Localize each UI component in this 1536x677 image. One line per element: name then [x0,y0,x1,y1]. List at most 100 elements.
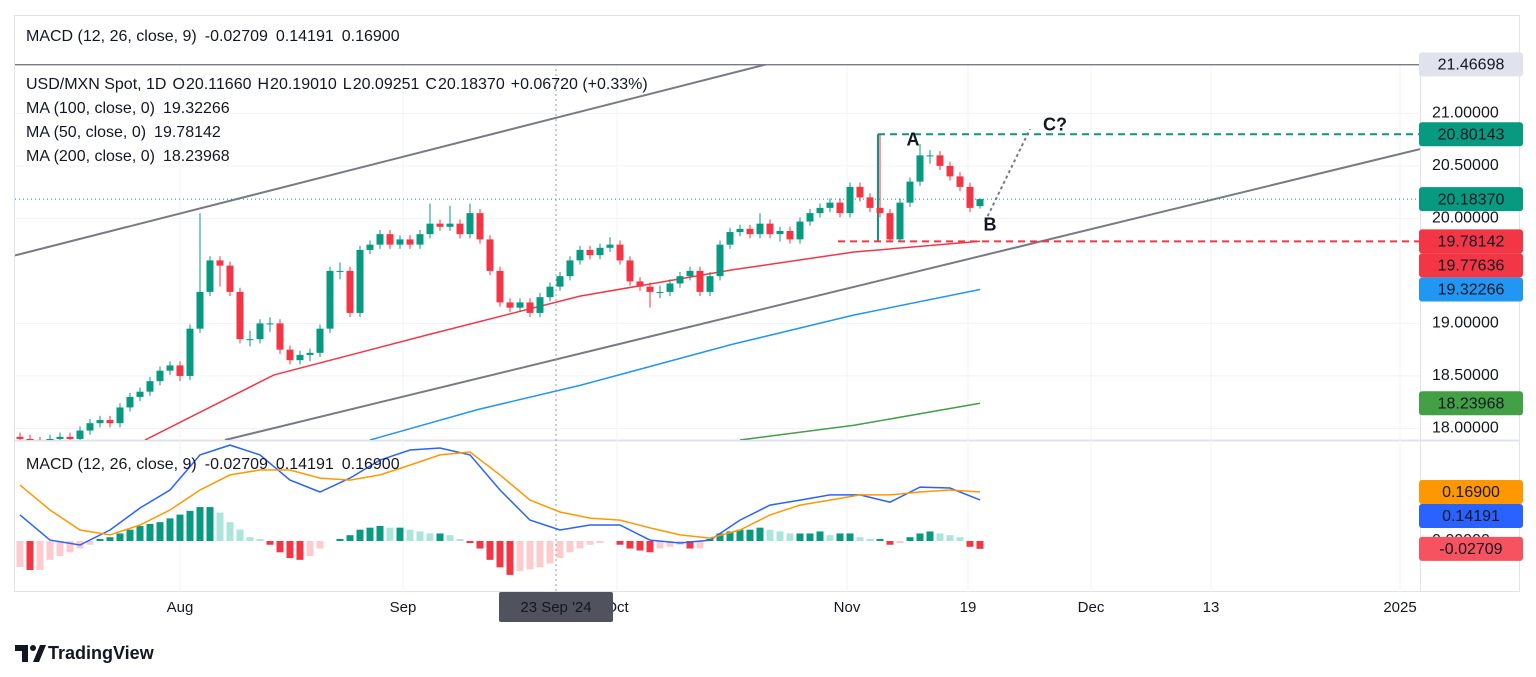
ohlc-value: 20.09251 [353,76,420,93]
price-badge [1419,52,1523,77]
candle-body [16,436,24,439]
histogram-bar [726,531,734,541]
histogram-bar [126,529,134,541]
candle-body [186,328,194,376]
candle-body [836,202,844,214]
candle-body [276,323,284,350]
ohlc-key: L [343,76,352,93]
macd-legend-value: 0.14191 [276,456,334,473]
histogram-bar [236,529,244,541]
y-tick-label: 21.00000 [1432,105,1499,122]
candle-body [446,223,454,227]
candle-body [656,291,664,293]
y-tick-label: 20.00000 [1432,210,1499,227]
candle-body [636,281,644,287]
histogram-bar [856,537,864,541]
macd-pane [16,444,984,575]
x-tick-label: 19 [960,599,977,616]
crosshair-label: 23 Sep '24 [520,599,591,616]
macd-badge [1419,536,1523,561]
y-tick-label: 18.50000 [1432,367,1499,384]
macd-legend-value: 0.14191 [276,28,334,45]
histogram-bar [446,535,454,541]
histogram-bar [876,538,884,541]
candle-body [346,270,354,313]
candle-body [286,349,294,361]
candle-body [946,165,954,177]
histogram-bar [916,533,924,541]
candle-body [616,244,624,261]
candle-body [936,155,944,166]
histogram-bar [786,533,794,541]
moving-average [369,288,981,440]
histogram-bar [746,529,754,541]
histogram-bar [556,540,564,559]
histogram-bar [796,533,804,541]
candle-body [766,223,774,235]
ma-legend-name: MA (100, close, 0) [26,100,155,117]
footer-brand: TradingView [48,643,155,663]
candle-body [726,232,734,245]
histogram-bar [866,538,874,541]
histogram-bar [346,535,354,541]
histogram-bar [156,522,164,541]
histogram-bar [16,540,24,568]
candle-body [86,423,94,431]
histogram-bar [206,507,214,541]
histogram-bar [166,518,174,541]
y-tick-label: 18.00000 [1432,420,1499,437]
histogram-bar [896,540,904,544]
ma-legend-name: MA (200, close, 0) [26,148,155,165]
candle-body [876,207,884,214]
candle-body [26,438,34,440]
candle-body [116,407,124,424]
candle-body [56,436,64,439]
histogram-bar [546,540,554,564]
histogram-bar [826,535,834,541]
candle-body [296,354,304,361]
ohlc-key: H [257,76,269,93]
price-badge-text: 21.46698 [1438,57,1505,74]
wave-label: C? [1043,115,1067,135]
histogram-bar [686,540,694,549]
x-tick-label: Dec [1078,599,1105,616]
candle-body [166,365,174,371]
change-label: +0.06720 (+0.33%) [511,76,648,93]
macd-legend-value: 0.16900 [342,28,400,45]
histogram-bar [56,540,64,557]
histogram-bar [616,540,624,545]
candle-body [356,249,364,313]
ma-legend-name: MA (50, close, 0) [26,124,146,141]
histogram-bar [966,540,974,547]
trend-line [224,148,1420,440]
histogram-bar [576,540,584,549]
candle-body [66,436,74,439]
histogram-bar [376,525,384,541]
y-tick-label: 19.00000 [1432,315,1499,332]
candle-body [226,265,234,292]
histogram-bar [656,540,664,549]
histogram-bar [476,540,484,549]
price-badge [1419,187,1523,212]
histogram-bar [96,538,104,541]
moving-average [144,240,981,440]
histogram-bar [116,533,124,541]
histogram-bar [316,540,324,549]
histogram-bar [716,533,724,541]
macd-badge-text: 0.14191 [1442,508,1500,525]
candle-body [416,234,424,245]
candle-body [646,286,654,292]
price-badge-text: 19.77636 [1438,258,1505,275]
histogram-bar [306,540,314,557]
histogram-bar [736,529,744,541]
histogram-bar [426,533,434,541]
ohlc-value: 20.18370 [438,76,505,93]
candle-body [716,244,724,277]
candle-body [366,244,374,250]
histogram-bar [466,540,474,544]
histogram-bar [66,540,74,553]
macd-legend-value: -0.02709 [205,28,268,45]
candle-body [496,270,504,303]
price-badge-text: 20.18370 [1438,191,1505,208]
candle-body [906,181,914,203]
